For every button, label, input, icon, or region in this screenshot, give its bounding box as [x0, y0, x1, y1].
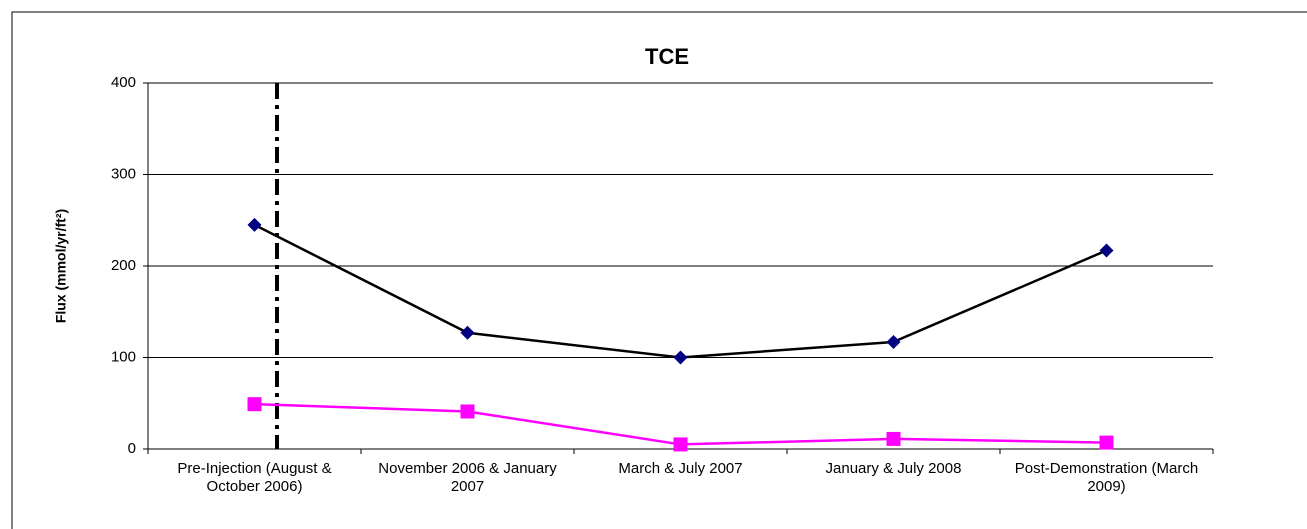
y-tick-label: 0: [128, 440, 136, 457]
data-point: [460, 325, 475, 340]
x-tick-label: January & July 2008: [825, 460, 962, 477]
x-tick-label: March & July 2007: [618, 460, 743, 477]
chart-border: [11, 11, 1307, 529]
y-tick-label: 100: [111, 348, 136, 365]
data-point: [247, 217, 262, 232]
x-tick-label: Post-Demonstration (March 2009): [1014, 460, 1199, 495]
y-tick-label: 400: [111, 74, 136, 91]
data-point: [886, 334, 901, 349]
y-tick-label: 300: [111, 165, 136, 182]
series-line: [253, 223, 1107, 359]
data-point: [673, 350, 688, 365]
y-tick-label: 200: [111, 257, 136, 274]
y-axis-label: Flux (mmol/yr/ft²): [53, 209, 69, 323]
x-tick-label: November 2006 & January 2007: [378, 460, 557, 495]
data-point: [1099, 243, 1114, 258]
data-point: [673, 437, 688, 452]
data-point: [247, 397, 262, 412]
chart-title: TCE: [645, 44, 689, 69]
data-point: [886, 431, 901, 446]
data-point: [460, 404, 475, 419]
data-point: [1099, 435, 1114, 450]
x-tick-label: Pre-Injection (August & October 2006): [177, 460, 332, 495]
